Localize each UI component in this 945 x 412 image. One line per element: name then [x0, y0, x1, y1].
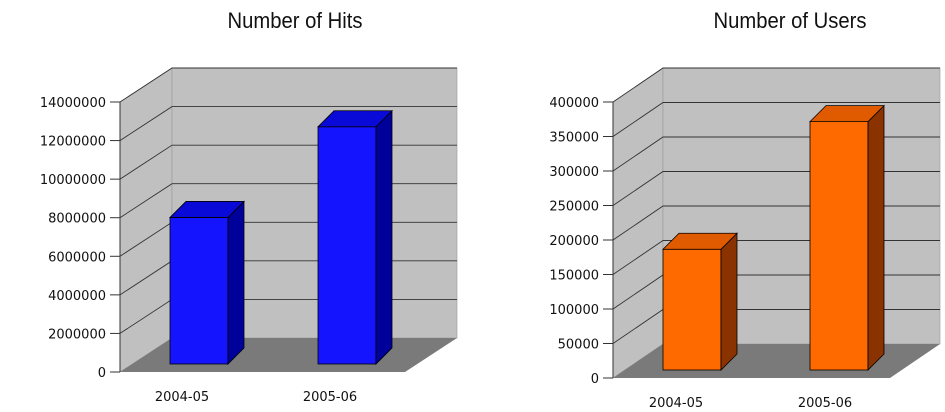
bar-front: [662, 248, 722, 371]
y-tick-label: 6000000: [48, 250, 106, 265]
gridline: [119, 106, 457, 141]
bar-side: [720, 232, 738, 371]
bar-side: [375, 109, 393, 365]
x-tick-label: 2004-05: [649, 396, 703, 411]
floor: [613, 344, 940, 378]
y-tick-label: 200000: [549, 234, 599, 249]
bar: [169, 200, 245, 365]
y-tick-label: 14000000: [40, 96, 106, 111]
bar-front: [809, 121, 869, 371]
bar: [809, 104, 885, 371]
bar: [317, 109, 393, 365]
x-tick-label: 2005-06: [798, 396, 852, 411]
hits-chart-title: Number of Hits: [227, 8, 363, 33]
gridline: [612, 102, 940, 137]
bar: [662, 232, 738, 371]
y-tick-label: 150000: [549, 269, 599, 284]
bar-front: [317, 126, 377, 365]
bar-top: [809, 105, 885, 122]
gridline: [612, 67, 940, 103]
x-tick-label: 2005-06: [303, 390, 357, 405]
users-chart-title: Number of Users: [713, 8, 867, 33]
y-tick-label: 400000: [549, 96, 599, 111]
bar-top: [662, 232, 738, 250]
y-tick-label: 250000: [549, 200, 599, 215]
y-tick-label: 2000000: [48, 327, 106, 342]
y-tick-label: 0: [591, 372, 599, 387]
hits-chart: 0 2000000 4000000 6000000 8000000 10000000 120…: [40, 67, 458, 405]
users-chart: 0 50000 100000 150000 200000 250000 300000 3500…: [549, 67, 941, 411]
y-tick-label: 100000: [549, 303, 599, 318]
gridline: [119, 67, 457, 103]
bar-side: [227, 200, 245, 365]
y-tick-label: 10000000: [40, 173, 106, 188]
bar-front: [169, 217, 229, 365]
y-tick-label: 0: [98, 366, 106, 381]
bar-top: [169, 201, 245, 218]
x-tick-label: 2004-05: [155, 390, 209, 405]
y-tick-label: 350000: [549, 131, 599, 146]
y-tick-label: 12000000: [40, 135, 106, 150]
y-tick-label: 300000: [549, 165, 599, 180]
bar-top: [317, 110, 393, 128]
y-tick-label: 50000: [558, 338, 599, 353]
side-wall: [119, 67, 173, 373]
y-tick-label: 4000000: [48, 289, 106, 304]
bar-side: [867, 104, 885, 371]
y-tick-label: 8000000: [48, 212, 106, 227]
